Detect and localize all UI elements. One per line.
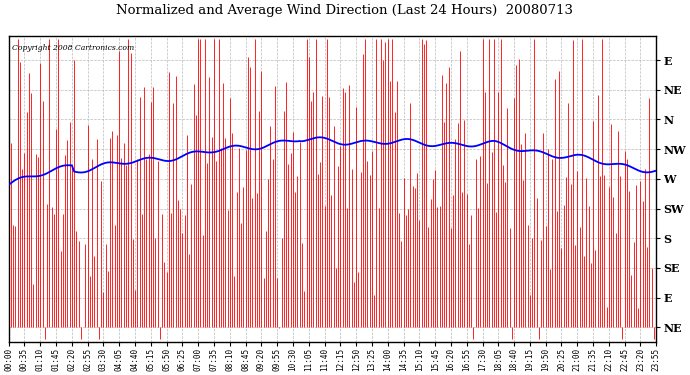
Text: Copyright 2008 Cartronics.com: Copyright 2008 Cartronics.com	[12, 44, 134, 52]
Text: Normalized and Average Wind Direction (Last 24 Hours)  20080713: Normalized and Average Wind Direction (L…	[117, 4, 573, 17]
